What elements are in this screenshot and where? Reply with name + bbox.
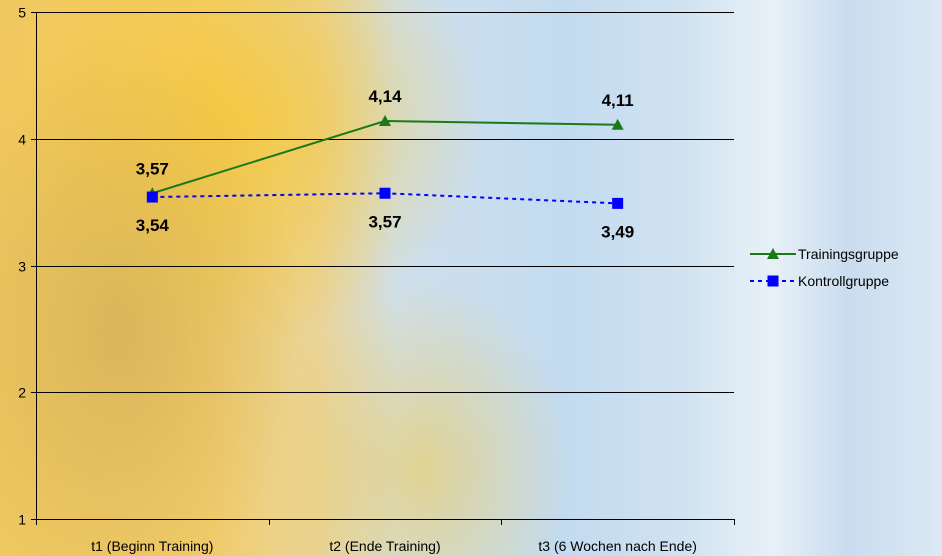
legend-marker [767,248,779,259]
y-tick-label: 1 [18,512,26,528]
data-label: 4,11 [602,91,634,110]
data-point [379,187,391,199]
series-lines [146,115,624,209]
legend-label: Kontrollgruppe [798,273,889,289]
data-label: 3,57 [136,159,169,178]
y-tick-label: 5 [18,5,26,21]
data-point [146,191,158,203]
data-label: 3,49 [601,222,634,241]
legend-item-trainingsgruppe: Trainingsgruppe [750,246,899,262]
legend: Trainingsgruppe Kontrollgruppe [750,246,899,289]
axes: 1 2 3 4 5 t1 (Beginn Training) t2 (Ende Traini… [18,5,735,554]
data-point [611,118,624,130]
y-tick-label: 2 [18,385,26,401]
y-tick-label: 4 [18,132,26,148]
y-tick-label: 3 [18,259,26,275]
x-tick-label: t1 (Beginn Training) [91,538,213,554]
data-label: 4,14 [368,87,402,106]
data-label: 3,57 [368,212,401,231]
data-label: 3,54 [136,216,170,235]
series-line-trainingsgruppe [152,120,618,195]
data-point [612,197,624,209]
data-point [379,115,391,127]
gridlines [36,12,734,393]
legend-marker [767,275,779,287]
x-tick-label: t2 (Ende Training) [329,538,440,554]
legend-item-kontrollgruppe: Kontrollgruppe [750,273,889,289]
data-labels: 3,57 4,14 4,11 3,54 3,57 3,49 [136,87,634,241]
legend-label: Trainingsgruppe [798,246,899,262]
x-tick-label: t3 (6 Wochen nach Ende) [538,538,697,554]
